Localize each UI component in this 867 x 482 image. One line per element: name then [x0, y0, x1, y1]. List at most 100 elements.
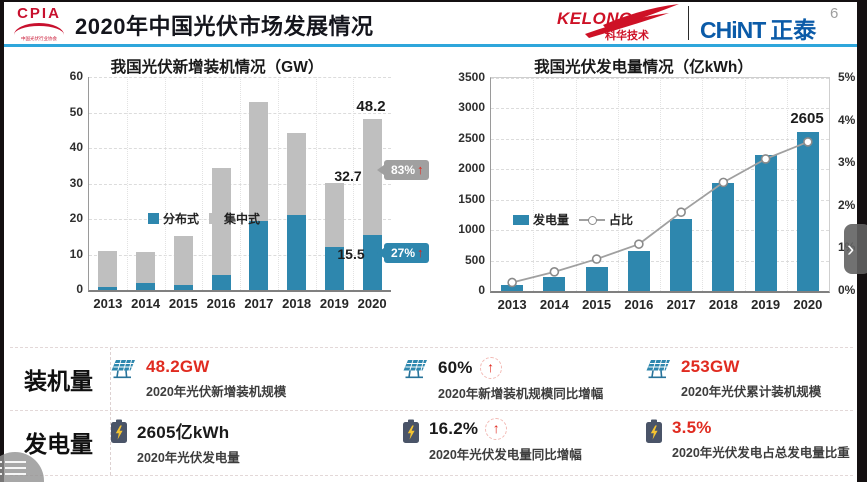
left-letterbox	[0, 0, 4, 482]
centralized-growth-badge: 83% ↑	[377, 160, 429, 180]
logo-divider	[688, 6, 689, 40]
x-axis-tick: 2014	[131, 296, 161, 311]
generation-legend: 发电量 占比	[513, 211, 633, 228]
chint-logo-en: CHiNT	[700, 17, 766, 43]
x-axis-tick: 2019	[319, 296, 349, 311]
battery-icon	[111, 419, 127, 443]
generation-chart-title: 我国光伏发电量情况（亿kWh）	[534, 59, 753, 76]
solar-panel-icon	[111, 359, 135, 379]
cpia-arc	[14, 23, 64, 35]
v-gridline	[240, 77, 241, 290]
y-axis-tick: 0	[76, 282, 83, 296]
stat-text: 2605亿kWh 2020年光伏发电量	[137, 418, 240, 466]
y-axis-tick: 50	[69, 104, 83, 119]
x-axis-tick: 2016	[624, 297, 654, 312]
stats-row-2: 发电量 2605亿kWh 2020年光伏发电量 16.2% ↑ 2020年光伏发电量同…	[10, 409, 853, 476]
new-install-legend: 分布式 集中式	[148, 210, 260, 227]
bar-2018-集中式	[287, 132, 307, 216]
bar-2015-分布式	[173, 285, 193, 290]
stat-value: 3.5%	[672, 418, 712, 437]
bar-2019-集中式	[324, 183, 344, 247]
bar-2018-发电量	[712, 182, 735, 291]
legend-item-generation: 发电量	[513, 211, 569, 228]
header-divider-line	[0, 44, 867, 47]
v-gridline	[277, 77, 279, 290]
up-arrow-icon: ↑	[417, 245, 424, 260]
share-line-marker	[634, 239, 644, 249]
stats-row-label: 发电量	[24, 431, 93, 457]
stat-description: 2020年光伏累计装机规模	[681, 385, 822, 399]
stat-item: 2605亿kWh 2020年光伏发电量	[110, 409, 402, 475]
generation-chart: 我国光伏发电量情况（亿kWh） 0 500 1000 1500 2000 2500 3000…	[430, 50, 857, 332]
v-gridline	[202, 77, 204, 290]
y-axis-tick-right: 4%	[838, 112, 856, 127]
distributed-growth-value: 27%	[391, 246, 416, 260]
distributed-2020-label: 15.5	[337, 246, 365, 262]
generation-2020-label: 2605	[790, 110, 824, 127]
chint-logo-cn: 正泰	[770, 17, 817, 43]
next-slide-button[interactable]: ›	[844, 224, 867, 274]
new-install-chart: 我国光伏新增装机情况（GW） 0 10 20 30 40 50 60 2013 2014 2015…	[4, 50, 430, 332]
bar-2013-集中式	[98, 250, 118, 288]
kelong-swoosh-icon	[585, 4, 679, 38]
y-axis-tick-left: 3000	[458, 100, 485, 115]
centralized-2020-label: 32.7	[334, 168, 362, 184]
y-axis-tick-right: 5%	[838, 70, 856, 84]
stat-value: 16.2%	[429, 419, 479, 438]
v-gridline	[702, 78, 704, 291]
bar-2019-分布式	[324, 246, 344, 290]
y-axis-tick-left: 3500	[458, 70, 485, 84]
stat-value: 60%	[438, 358, 473, 377]
bar-2019-发电量	[754, 154, 777, 291]
stat-item: 3.5% 2020年光伏发电占总发电量比重	[645, 409, 853, 475]
stat-description: 2020年光伏发电占总发电量比重	[672, 446, 850, 460]
x-axis-tick: 2013	[93, 296, 123, 311]
stats-row-1: 装机量 48.2GW 2020年光伏新增装机规模 60% ↑ 2020年新增装机规模同…	[10, 347, 853, 411]
stat-text: 60% ↑ 2020年新增装机规模同比增幅	[438, 357, 603, 402]
stat-description: 2020年光伏发电量	[137, 451, 240, 465]
stat-item: 48.2GW 2020年光伏新增装机规模	[110, 348, 402, 410]
bar-2014-集中式	[136, 252, 156, 283]
v-gridline	[353, 77, 355, 290]
y-axis-tick: 30	[69, 175, 83, 190]
bar-2013-分布式	[98, 287, 118, 290]
y-axis-tick: 40	[69, 140, 83, 154]
bar-2020-集中式	[362, 118, 382, 235]
solar-panel-icon	[646, 359, 670, 379]
legend-label-centralized: 集中式	[224, 212, 261, 226]
summary-stats: 装机量 48.2GW 2020年光伏新增装机规模 60% ↑ 2020年新增装机规模同…	[4, 332, 857, 482]
share-line-marker	[549, 267, 560, 277]
y-axis-tick-left: 0	[478, 283, 485, 297]
up-arrow-icon: ↑	[479, 357, 502, 379]
x-axis-tick: 2020	[357, 296, 387, 311]
x-axis-tick: 2017	[666, 297, 696, 312]
list-icon	[0, 461, 26, 479]
stat-item: 16.2% ↑ 2020年光伏发电量同比增幅	[402, 409, 645, 475]
share-line-marker	[803, 137, 813, 147]
x-axis-tick: 2015	[168, 296, 198, 311]
cpia-full-name: 中国光伏行业协会	[20, 36, 57, 42]
v-gridline	[533, 78, 535, 291]
bar-2020-分布式	[362, 234, 382, 290]
distributed-growth-badge: 27% ↑	[377, 243, 429, 263]
x-axis-tick: 2016	[206, 296, 236, 311]
share-line-marker	[591, 254, 602, 264]
kelong-name: KELONG	[557, 9, 633, 28]
top-letterbox	[0, 0, 867, 2]
stat-value-line: 60% ↑	[438, 357, 603, 379]
stats-vertical-divider	[110, 347, 111, 475]
share-line-marker	[760, 154, 771, 164]
v-gridline	[164, 77, 166, 290]
share-line-swatch	[579, 215, 606, 225]
stat-description: 2020年光伏新增装机规模	[146, 385, 287, 399]
stat-item: 60% ↑ 2020年新增装机规模同比增幅	[402, 348, 645, 410]
v-gridline	[126, 77, 128, 290]
centralized-swatch	[209, 213, 221, 224]
y-axis-tick-left: 500	[464, 252, 485, 267]
legend-label-generation: 发电量	[533, 213, 570, 227]
cpia-logo: CPIA 中国光伏行业协会	[10, 5, 68, 42]
v-gridline	[575, 78, 577, 291]
x-axis-tick: 2020	[793, 297, 823, 312]
v-gridline	[617, 78, 619, 291]
v-gridline	[744, 78, 746, 291]
